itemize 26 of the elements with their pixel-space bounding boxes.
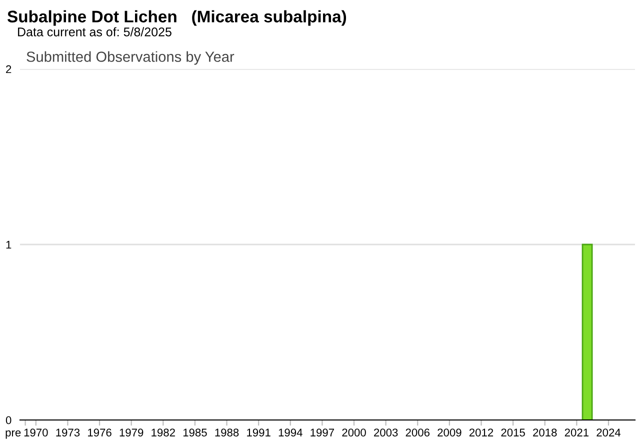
x-tick-label: 1997 (310, 428, 334, 436)
x-tick-label: 1973 (56, 428, 80, 436)
x-tick-label: 1991 (247, 428, 270, 436)
chart-title: Subalpine Dot Lichen (Micarea subalpina) (7, 10, 346, 26)
x-tick-label: 2018 (533, 428, 557, 436)
x-tick-label: 1988 (215, 428, 239, 436)
x-tick-label: 2012 (469, 428, 494, 436)
x-tick-label: 2015 (501, 428, 525, 436)
x-tick-label: 1985 (183, 428, 207, 436)
x-tick-label: 2021 (564, 428, 588, 436)
x-tick-label: pre (6, 430, 21, 439)
x-tick-label: 1979 (120, 428, 144, 436)
chart-subtitle: Data current as of: 5/8/2025 (18, 27, 172, 36)
x-tick-label: 2006 (406, 428, 430, 436)
text: Submitted Observations by Year (26, 51, 234, 65)
x-tick-label: 1970 (24, 428, 48, 436)
y-tick-label: 0 (6, 416, 12, 424)
x-tick-label: 2024 (596, 428, 621, 436)
y-tick-label: 2 (6, 65, 12, 74)
x-tick-label: 1994 (278, 428, 302, 436)
x-tick-label: 1982 (152, 428, 175, 436)
x-tick-label: 2000 (342, 428, 366, 436)
x-tick-label: 1976 (88, 428, 112, 436)
y-tick-label: 1 (6, 240, 12, 249)
x-tick-label: 2003 (374, 428, 398, 436)
x-tick-label: 2009 (438, 428, 462, 436)
